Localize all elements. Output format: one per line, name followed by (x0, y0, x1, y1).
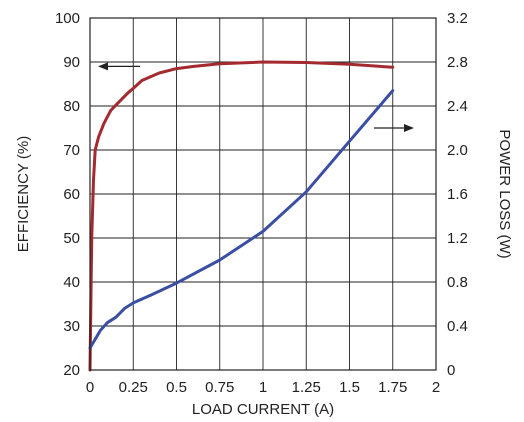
y-right-tick-labels: 0 0.4 0.8 1.2 1.6 2.0 2.4 2.8 3.2 (447, 10, 468, 379)
power-loss-series-line (88, 89, 395, 350)
y-left-tick-label: 20 (63, 362, 80, 379)
x-tick-label: 0.5 (166, 379, 187, 396)
y-right-tick-label: 2.0 (447, 142, 468, 159)
y-left-tick-labels: 20 30 40 50 60 70 80 90 100 (55, 10, 80, 379)
y-left-tick-label: 30 (63, 318, 80, 335)
y-left-axis-label: EFFICIENCY (%) (15, 136, 32, 252)
y-right-tick-label: 2.8 (447, 54, 468, 71)
x-tick-label: 2 (432, 379, 440, 396)
series-arrows (98, 62, 414, 132)
x-tick-label: 1.25 (292, 379, 321, 396)
x-axis-label: LOAD CURRENT (A) (192, 401, 334, 418)
power-loss-axis-arrowhead (404, 124, 414, 132)
x-tick-label: 0 (86, 379, 94, 396)
y-left-tick-label: 80 (63, 98, 80, 115)
y-left-tick-label: 100 (55, 10, 80, 27)
x-tick-label: 1.5 (339, 379, 360, 396)
x-tick-labels: 0 0.25 0.5 0.75 1 1.25 1.5 1.75 2 (86, 379, 440, 396)
series-layer (88, 60, 395, 372)
efficiency-axis-arrowhead (98, 62, 108, 71)
y-right-tick-label: 2.4 (447, 98, 468, 115)
y-right-tick-label: 1.6 (447, 186, 468, 203)
y-right-axis-label: POWER LOSS (W) (496, 129, 513, 258)
y-right-tick-label: 0.8 (447, 274, 468, 291)
y-left-tick-label: 50 (63, 230, 80, 247)
y-right-tick-label: 1.2 (447, 230, 468, 247)
y-right-tick-label: 3.2 (447, 10, 468, 27)
x-tick-label: 1.75 (378, 379, 407, 396)
y-left-tick-label: 90 (63, 54, 80, 71)
y-left-tick-label: 60 (63, 186, 80, 203)
y-right-tick-label: 0.4 (447, 318, 468, 335)
x-tick-label: 0.75 (205, 379, 234, 396)
y-right-tick-label: 0 (447, 362, 455, 379)
y-left-tick-label: 70 (63, 142, 80, 159)
efficiency-series-line (88, 60, 395, 372)
plot-frame (89, 17, 437, 371)
x-tick-label: 0.25 (119, 379, 148, 396)
y-left-tick-label: 40 (63, 274, 80, 291)
x-tick-label: 1 (259, 379, 267, 396)
